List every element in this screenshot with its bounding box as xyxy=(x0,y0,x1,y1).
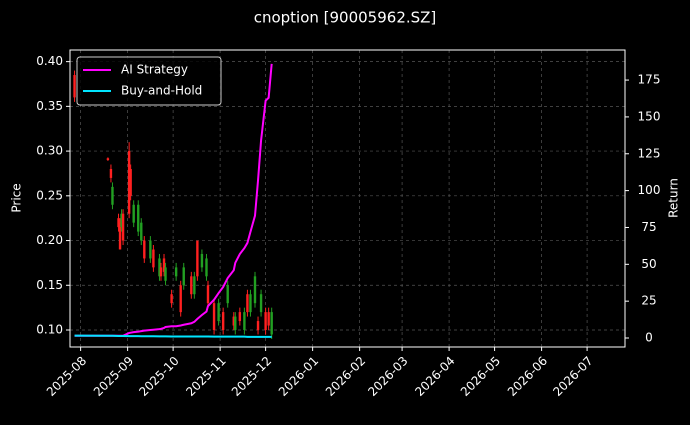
candle-body xyxy=(132,204,135,223)
candle-body xyxy=(170,294,173,304)
y2-tick-label: 50 xyxy=(641,257,656,271)
plot-frame xyxy=(69,49,626,348)
y2-tick-label: 125 xyxy=(638,146,661,160)
candle-body xyxy=(246,294,249,313)
candle-body xyxy=(267,312,270,326)
y-tick-label: 0.25 xyxy=(36,188,63,202)
candle-body xyxy=(232,316,235,326)
candle-body xyxy=(243,312,246,331)
candle-body xyxy=(205,258,208,277)
y-tick-label: 0.20 xyxy=(36,233,63,247)
candle-body xyxy=(234,316,237,331)
candle-body xyxy=(120,213,123,228)
legend-box xyxy=(76,56,222,106)
candle-body xyxy=(137,204,140,232)
legend-label: AI Strategy xyxy=(121,63,188,77)
candle-body xyxy=(264,312,267,331)
chart-title: cnoption [90005962.SZ] xyxy=(254,9,437,27)
series-line xyxy=(74,63,273,337)
candle-body xyxy=(249,294,252,313)
y2-tick-label: 100 xyxy=(638,183,661,197)
candle-body xyxy=(193,276,196,295)
candle-body xyxy=(226,285,229,304)
candle-body xyxy=(253,276,257,304)
candle-body xyxy=(127,151,131,214)
y-axis-label: Price xyxy=(10,183,24,212)
candle-body xyxy=(270,312,273,335)
candle-body xyxy=(152,249,155,268)
y2-tick-label: 75 xyxy=(641,220,656,234)
y-tick-label: 0.10 xyxy=(36,323,63,337)
candle-body xyxy=(182,267,185,286)
candle-body xyxy=(200,253,204,268)
y2-tick-label: 150 xyxy=(638,109,661,123)
candle-body xyxy=(106,158,110,161)
candle-body xyxy=(206,285,210,304)
candle-body xyxy=(140,222,143,241)
series-line xyxy=(74,334,272,338)
candle-body xyxy=(256,321,260,331)
y2-axis-label: Return xyxy=(667,178,681,218)
candle-body xyxy=(149,240,152,259)
candle-body xyxy=(238,312,242,322)
candle-body xyxy=(111,186,114,205)
candle-body xyxy=(179,285,182,313)
candle-body xyxy=(109,168,113,178)
y2-tick-label: 25 xyxy=(641,294,656,308)
candle-body xyxy=(159,267,163,277)
candle-body xyxy=(121,213,125,241)
y-tick-label: 0.40 xyxy=(36,54,63,68)
y-tick-label: 0.35 xyxy=(36,99,63,113)
candle-body xyxy=(217,303,220,322)
candle-body xyxy=(164,267,167,281)
candle-body xyxy=(118,222,122,250)
y2-tick-label: 175 xyxy=(638,73,661,87)
y-tick-label: 0.30 xyxy=(36,144,63,158)
candle-body xyxy=(259,294,263,313)
candle-body xyxy=(221,312,225,331)
candle-body xyxy=(73,75,76,98)
candle-body xyxy=(212,303,216,331)
candle-body xyxy=(143,240,146,259)
candle-body xyxy=(117,218,120,228)
candle-body xyxy=(129,168,132,196)
legend-label: Buy-and-Hold xyxy=(121,84,202,98)
y2-tick-label: 0 xyxy=(645,331,653,345)
candle-body xyxy=(174,267,178,277)
candle-body xyxy=(190,276,193,295)
candle-body xyxy=(158,258,161,277)
candle-body xyxy=(162,258,166,272)
y-tick-label: 0.15 xyxy=(36,278,63,292)
candle-body xyxy=(196,240,199,277)
